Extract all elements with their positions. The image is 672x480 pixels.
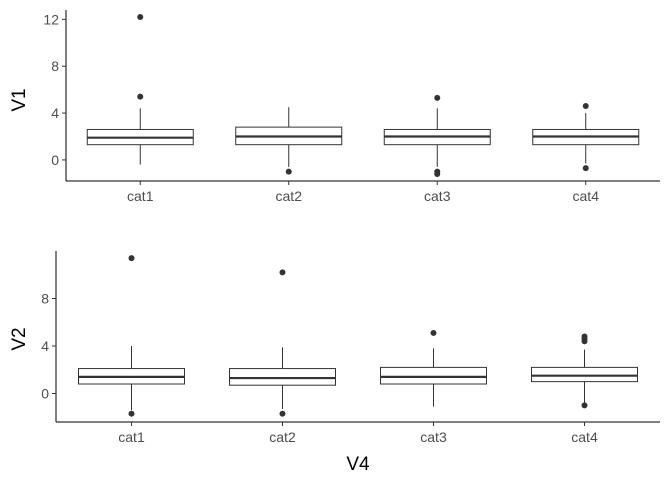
x-tick-label: cat1	[118, 429, 145, 445]
panel-top: 0 4 8 12 cat1 cat2 cat3 cat4 V1	[9, 10, 660, 204]
outlier-point	[434, 170, 441, 177]
outlier-point	[581, 402, 588, 409]
x-tick-label: cat2	[276, 188, 303, 204]
x-tick-label: cat3	[420, 429, 447, 445]
x-tick-label: cat4	[571, 429, 598, 445]
outlier-point	[128, 255, 135, 262]
y-tick-label: 0	[41, 386, 49, 402]
box-cat4	[531, 333, 638, 409]
interquartile-box	[229, 368, 336, 386]
outlier-point	[128, 410, 135, 417]
box-cat3	[380, 329, 487, 407]
interquartile-box	[380, 366, 487, 385]
x-tick-label: cat4	[573, 188, 600, 204]
panel-bottom: 0 4 8 cat1 cat2 cat3 cat4 V2 V4	[9, 251, 660, 475]
y-axis-title: V1	[9, 88, 30, 111]
y-tick-label: 8	[41, 291, 49, 307]
y-tick-label: 12	[43, 11, 59, 27]
y-tick-label: 0	[51, 152, 59, 168]
box-cat4	[532, 103, 640, 172]
outlier-point	[137, 14, 144, 21]
x-axis-title: V4	[346, 454, 370, 475]
outlier-point	[582, 103, 589, 110]
x-tick-label: cat1	[127, 188, 154, 204]
box-cat1	[86, 14, 194, 165]
y-tick-label: 4	[51, 105, 59, 121]
box-cat2	[235, 107, 343, 175]
interquartile-box	[531, 366, 638, 383]
outlier-point	[279, 269, 286, 276]
outlier-point	[137, 93, 144, 100]
outlier-point	[279, 410, 286, 417]
y-tick-label: 4	[41, 338, 49, 354]
y-axis-title: V2	[9, 327, 30, 350]
outlier-point	[434, 94, 441, 101]
box-cat1	[78, 255, 185, 417]
box-cat3	[383, 94, 491, 177]
x-tick-label: cat2	[269, 429, 296, 445]
outlier-point	[285, 168, 292, 175]
outlier-point	[430, 329, 437, 336]
y-tick-label: 8	[51, 58, 59, 74]
box-cat2	[229, 269, 336, 417]
outlier-point	[582, 165, 589, 172]
outlier-point	[581, 333, 588, 340]
x-tick-label: cat3	[424, 188, 451, 204]
